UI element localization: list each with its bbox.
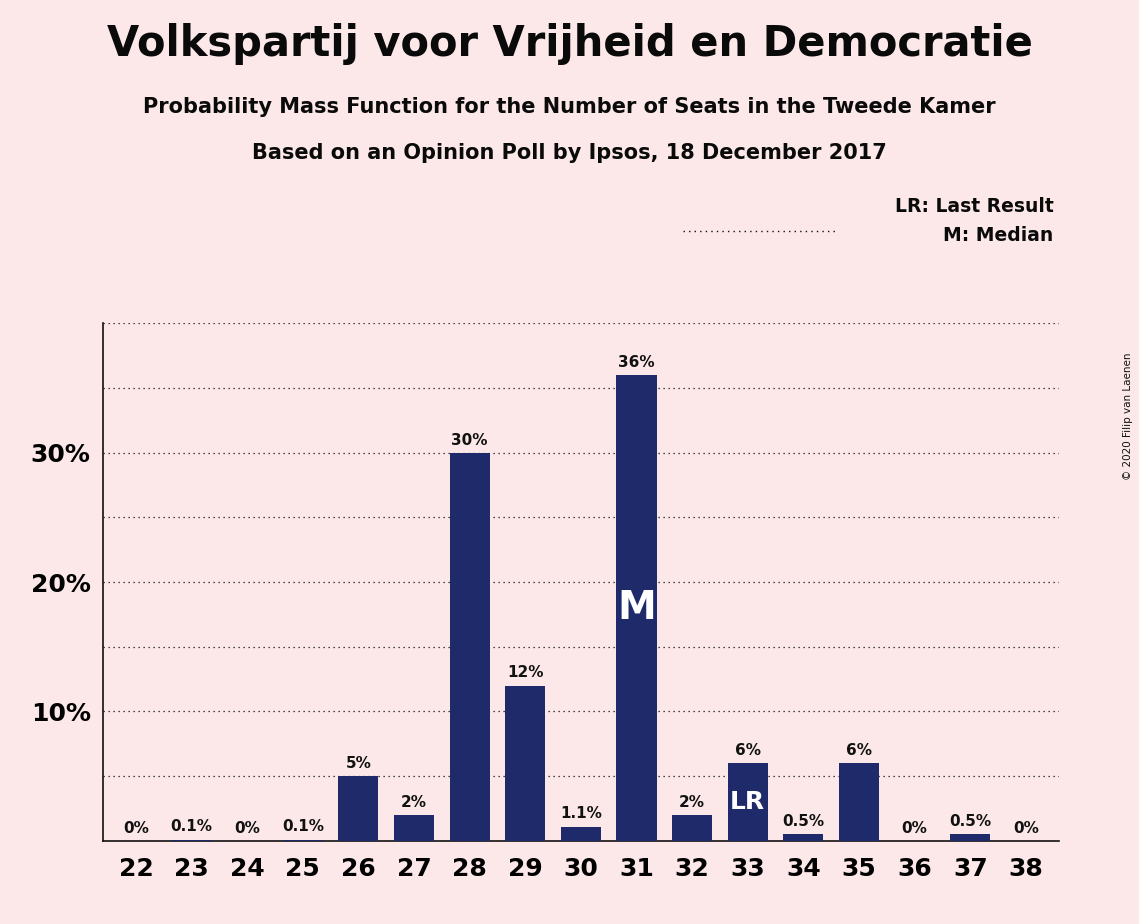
Bar (172, 840, 212, 841)
Text: © 2020 Filip van Laenen: © 2020 Filip van Laenen (1123, 352, 1133, 480)
Text: Probability Mass Function for the Number of Seats in the Tweede Kamer: Probability Mass Function for the Number… (144, 97, 995, 117)
Bar (728, 763, 768, 841)
Text: 5%: 5% (345, 756, 371, 771)
Text: 6%: 6% (735, 743, 761, 758)
Text: Based on an Opinion Poll by Ipsos, 18 December 2017: Based on an Opinion Poll by Ipsos, 18 De… (252, 143, 887, 164)
Text: 6%: 6% (846, 743, 872, 758)
Bar (450, 453, 490, 841)
Text: 0.1%: 0.1% (281, 820, 323, 834)
Text: 0.1%: 0.1% (171, 820, 213, 834)
Bar (784, 834, 823, 841)
Text: LR: Last Result: LR: Last Result (895, 197, 1054, 216)
Text: M: Median: M: Median (943, 226, 1054, 246)
Text: 12%: 12% (507, 665, 543, 680)
Bar (338, 776, 378, 841)
Bar (282, 840, 322, 841)
Bar (839, 763, 879, 841)
Text: 0%: 0% (1013, 821, 1039, 835)
Text: 0%: 0% (902, 821, 927, 835)
Bar (506, 686, 546, 841)
Text: M: M (617, 589, 656, 627)
Text: 30%: 30% (451, 432, 487, 447)
Text: 2%: 2% (679, 795, 705, 809)
Bar (672, 815, 712, 841)
Bar (616, 375, 656, 841)
Text: 2%: 2% (401, 795, 427, 809)
Bar (394, 815, 434, 841)
Text: 0.5%: 0.5% (949, 814, 991, 829)
Text: Volkspartij voor Vrijheid en Democratie: Volkspartij voor Vrijheid en Democratie (107, 23, 1032, 65)
Text: 0%: 0% (235, 821, 260, 835)
Text: 0.5%: 0.5% (782, 814, 825, 829)
Bar (560, 827, 601, 841)
Text: 1.1%: 1.1% (560, 807, 601, 821)
Text: 36%: 36% (618, 355, 655, 370)
Text: LR: LR (730, 790, 765, 814)
Text: 0%: 0% (123, 821, 149, 835)
Bar (950, 834, 990, 841)
